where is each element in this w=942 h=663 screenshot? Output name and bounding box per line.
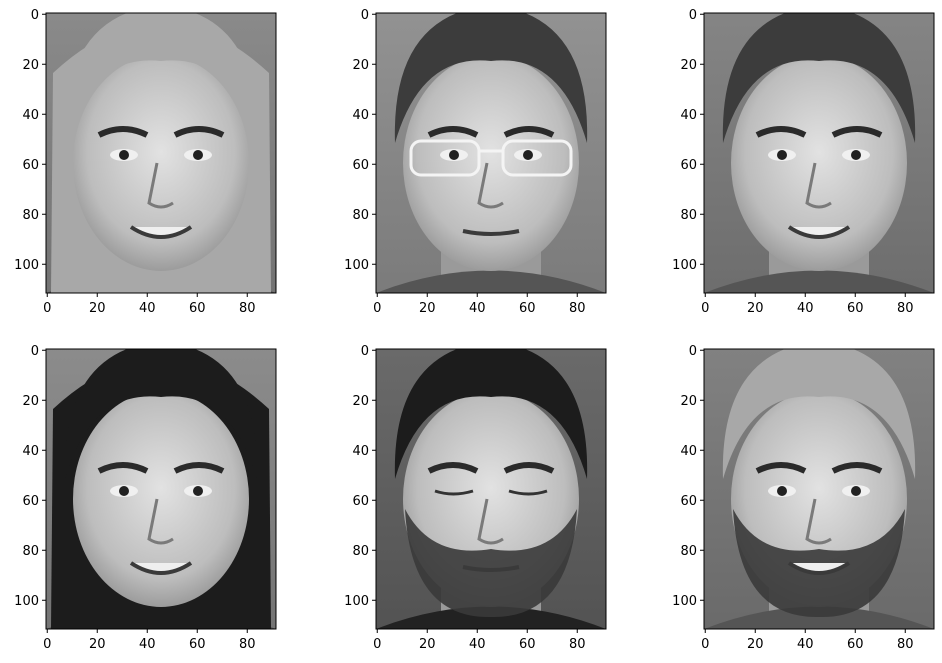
face-4-image (46, 349, 276, 629)
x-tick-label: 20 (747, 301, 764, 316)
y-tick-label: 60 (680, 158, 697, 173)
axes-frame (45, 348, 277, 630)
y-tick-label: 60 (22, 494, 39, 509)
x-tick-label: 60 (189, 301, 206, 316)
face-3-image (704, 13, 934, 293)
y-tick-label: 20 (680, 58, 697, 73)
x-tick-label: 0 (373, 637, 381, 652)
x-tick-label: 0 (701, 301, 709, 316)
y-tick-label: 80 (352, 544, 369, 559)
x-tick-label: 60 (847, 637, 864, 652)
y-tick-label: 0 (361, 8, 369, 23)
y-tick-label: 80 (680, 208, 697, 223)
x-tick-label: 80 (569, 301, 586, 316)
x-tick-label: 60 (519, 637, 536, 652)
axes-frame (375, 12, 607, 294)
x-tick-label: 80 (569, 637, 586, 652)
x-tick-label: 60 (847, 301, 864, 316)
y-tick-label: 100 (14, 258, 39, 273)
x-tick-label: 20 (419, 301, 436, 316)
x-tick-label: 60 (519, 301, 536, 316)
x-tick-label: 0 (701, 637, 709, 652)
y-tick-label: 20 (680, 394, 697, 409)
x-tick-label: 20 (419, 637, 436, 652)
y-tick-label: 20 (22, 58, 39, 73)
y-tick-label: 20 (352, 58, 369, 73)
face-6-image (704, 349, 934, 629)
x-tick-label: 80 (897, 301, 914, 316)
y-tick-label: 0 (689, 8, 697, 23)
face-2-image (376, 13, 606, 293)
axes-frame (703, 348, 935, 630)
x-tick-label: 80 (239, 637, 256, 652)
x-tick-label: 40 (797, 301, 814, 316)
y-tick-label: 40 (22, 108, 39, 123)
y-tick-label: 20 (22, 394, 39, 409)
x-tick-label: 0 (373, 301, 381, 316)
y-tick-label: 0 (31, 344, 39, 359)
face-1-image (46, 13, 276, 293)
y-tick-label: 80 (22, 544, 39, 559)
axes-frame (703, 12, 935, 294)
y-tick-label: 20 (352, 394, 369, 409)
x-tick-label: 60 (189, 637, 206, 652)
y-tick-label: 0 (31, 8, 39, 23)
face-1-panel: 0 20 40 60 80 0 20 40 60 80 100 (14, 8, 277, 316)
x-tick-label: 0 (43, 637, 51, 652)
axes-frame (375, 348, 607, 630)
y-tick-label: 100 (672, 594, 697, 609)
y-tick-label: 40 (680, 444, 697, 459)
y-tick-label: 40 (352, 444, 369, 459)
x-tick-label: 20 (89, 637, 106, 652)
y-tick-label: 100 (672, 258, 697, 273)
y-tick-label: 60 (22, 158, 39, 173)
y-tick-label: 100 (344, 258, 369, 273)
face-3-panel: 0 20 40 60 80 0 20 40 60 80 100 (672, 8, 935, 316)
axes-frame (45, 12, 277, 294)
face-5-image (376, 349, 606, 629)
face-6-panel: 0 20 40 60 80 0 20 40 60 80 100 (672, 344, 935, 652)
face-4-panel: 0 20 40 60 80 0 20 40 60 80 100 (14, 344, 277, 652)
y-tick-label: 60 (352, 494, 369, 509)
x-tick-label: 80 (897, 637, 914, 652)
y-tick-label: 0 (689, 344, 697, 359)
face-2-panel: 0 20 40 60 80 0 20 40 60 80 100 (344, 8, 607, 316)
y-tick-label: 40 (22, 444, 39, 459)
y-tick-label: 80 (680, 544, 697, 559)
x-tick-label: 40 (469, 637, 486, 652)
y-tick-label: 80 (22, 208, 39, 223)
y-tick-label: 40 (680, 108, 697, 123)
y-tick-label: 100 (14, 594, 39, 609)
x-tick-label: 20 (89, 301, 106, 316)
x-tick-label: 40 (139, 637, 156, 652)
y-tick-label: 60 (352, 158, 369, 173)
y-tick-label: 80 (352, 208, 369, 223)
x-tick-label: 40 (469, 301, 486, 316)
x-tick-label: 40 (139, 301, 156, 316)
face-5-panel: 0 20 40 60 80 0 20 40 60 80 100 (344, 344, 607, 652)
y-tick-label: 0 (361, 344, 369, 359)
y-tick-label: 100 (344, 594, 369, 609)
x-tick-label: 80 (239, 301, 256, 316)
x-tick-label: 40 (797, 637, 814, 652)
y-tick-label: 60 (680, 494, 697, 509)
y-tick-label: 40 (352, 108, 369, 123)
x-tick-label: 0 (43, 301, 51, 316)
x-tick-label: 20 (747, 637, 764, 652)
